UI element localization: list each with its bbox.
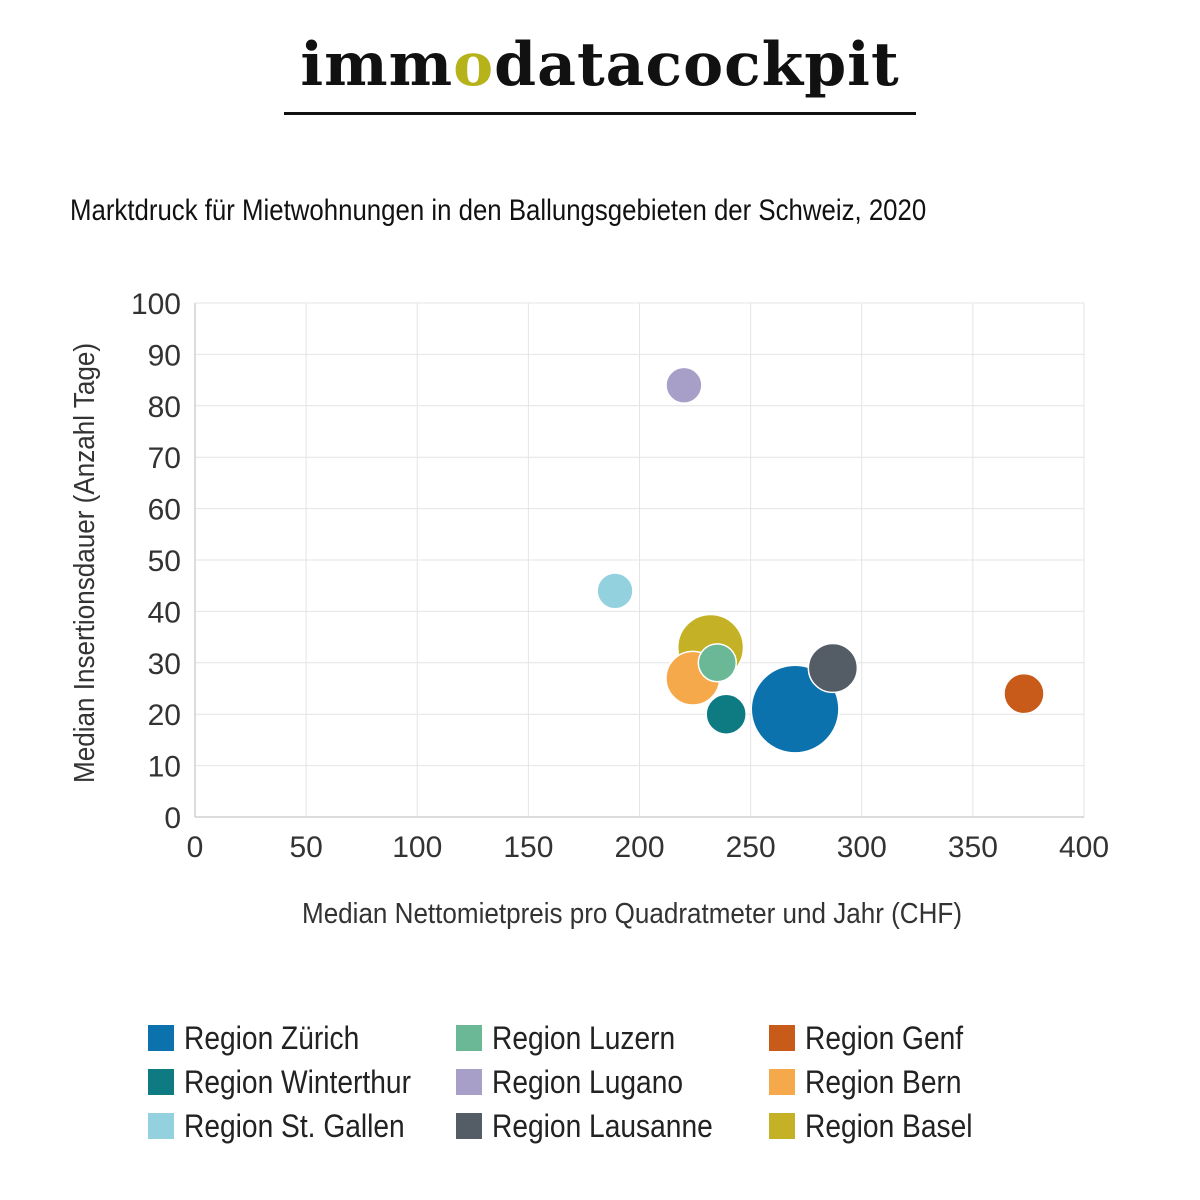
- logo-o-letter: o: [453, 30, 495, 100]
- legend-swatch: [148, 1025, 174, 1051]
- legend-swatch: [456, 1025, 482, 1051]
- bubble-region-lausanne: [807, 642, 859, 694]
- y-tick-label: 60: [148, 494, 181, 527]
- legend-item: Region Lugano: [456, 1062, 709, 1102]
- bubble-region-winterthur: [705, 693, 747, 735]
- chart-bubbles: [596, 366, 1045, 754]
- x-tick-label: 350: [948, 831, 998, 864]
- y-tick-label: 70: [148, 442, 181, 475]
- y-tick-label: 10: [148, 751, 181, 784]
- chart-grid: [194, 302, 1085, 818]
- legend-label: Region Genf: [805, 1019, 964, 1056]
- y-axis-label: Median Insertionsdauer (Anzahl Tage): [69, 343, 101, 783]
- y-tick-label: 90: [148, 339, 181, 372]
- chart-axes: 0 50 100 150 200 250 300 350 400 0 10 20 30 40 50 60 70 8…: [131, 288, 1109, 864]
- legend-label: Region Basel: [805, 1107, 973, 1144]
- x-tick-label: 250: [726, 831, 776, 864]
- y-tick-label: 0: [164, 802, 181, 835]
- x-tick-label: 150: [503, 831, 553, 864]
- legend-swatch: [769, 1025, 795, 1051]
- bubble-region-st-gallen: [596, 572, 634, 610]
- legend-swatch: [456, 1113, 482, 1139]
- legend-item: Region Winterthur: [148, 1062, 442, 1102]
- chart-title: Marktdruck für Mietwohnungen in den Ball…: [70, 194, 927, 227]
- legend-label: Region Luzern: [492, 1019, 676, 1056]
- legend-item: Region Basel: [769, 1106, 995, 1146]
- x-tick-label: 400: [1059, 831, 1109, 864]
- legend-label: Region Lugano: [492, 1063, 684, 1100]
- legend-swatch: [148, 1069, 174, 1095]
- x-tick-label: 0: [187, 831, 204, 864]
- x-tick-label: 50: [289, 831, 322, 864]
- y-tick-label: 100: [131, 288, 181, 321]
- y-tick-label: 80: [148, 391, 181, 424]
- y-tick-label: 40: [148, 596, 181, 629]
- logo-text-prefix: imm: [300, 30, 454, 100]
- logo: immodatacockpit: [0, 30, 1200, 100]
- legend-swatch: [769, 1113, 795, 1139]
- legend-label: Region Bern: [805, 1063, 962, 1100]
- legend-item: Region Bern: [769, 1062, 983, 1102]
- legend-item: Region St. Gallen: [148, 1106, 435, 1146]
- x-tick-label: 100: [392, 831, 442, 864]
- bubble-region-lugano: [665, 366, 703, 404]
- bubble-chart: 0 50 100 150 200 250 300 350 400 0 10 20 30 40 50 60 70 8…: [69, 288, 1109, 930]
- legend-label: Region Winterthur: [184, 1063, 411, 1100]
- x-axis-label: Median Nettomietpreis pro Quadratmeter u…: [302, 898, 962, 930]
- legend-swatch: [456, 1069, 482, 1095]
- y-tick-label: 50: [148, 545, 181, 578]
- legend-item: Region Zürich: [148, 1018, 383, 1058]
- bubble-region-genf: [1003, 672, 1045, 715]
- x-tick-label: 200: [614, 831, 664, 864]
- legend-label: Region Lausanne: [492, 1107, 713, 1144]
- logo-underline: [284, 112, 916, 115]
- y-tick-label: 20: [148, 699, 181, 732]
- legend-item: Region Luzern: [456, 1018, 700, 1058]
- legend-swatch: [148, 1113, 174, 1139]
- legend-label: Region Zürich: [184, 1019, 360, 1056]
- legend-item: Region Lausanne: [456, 1106, 743, 1146]
- logo-text-suffix: datacockpit: [494, 30, 900, 100]
- y-tick-label: 30: [148, 648, 181, 681]
- legend-item: Region Genf: [769, 1018, 985, 1058]
- legend-label: Region St. Gallen: [184, 1107, 405, 1144]
- legend-swatch: [769, 1069, 795, 1095]
- bubble-region-luzern: [697, 643, 738, 683]
- x-tick-label: 300: [837, 831, 887, 864]
